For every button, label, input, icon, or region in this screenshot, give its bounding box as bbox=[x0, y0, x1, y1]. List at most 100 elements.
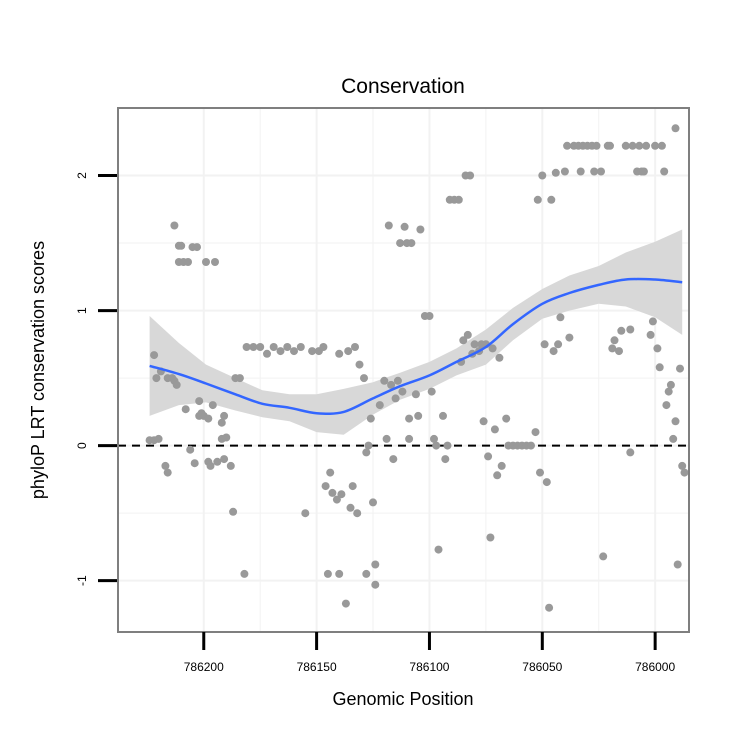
data-point bbox=[538, 171, 547, 180]
data-point bbox=[150, 351, 159, 360]
data-point bbox=[195, 397, 204, 406]
data-point bbox=[653, 344, 662, 353]
panel-border bbox=[117, 107, 690, 633]
data-point bbox=[332, 495, 341, 504]
y-tick-label: 1 bbox=[75, 307, 89, 314]
data-point bbox=[639, 167, 648, 176]
data-point bbox=[375, 401, 384, 410]
x-tick-label: 786200 bbox=[184, 660, 224, 674]
data-point bbox=[301, 509, 310, 518]
data-point bbox=[308, 347, 317, 356]
data-point bbox=[533, 195, 542, 204]
x-tick-label: 786150 bbox=[297, 660, 337, 674]
data-point bbox=[193, 243, 201, 252]
scatter-points bbox=[145, 124, 689, 612]
data-point bbox=[615, 347, 623, 356]
data-point bbox=[626, 448, 635, 457]
data-point bbox=[673, 560, 682, 569]
data-point bbox=[170, 221, 179, 230]
data-point bbox=[502, 414, 511, 423]
x-tick-label: 786100 bbox=[409, 660, 449, 674]
data-point bbox=[362, 569, 371, 578]
data-point bbox=[335, 349, 344, 358]
data-point bbox=[660, 167, 669, 176]
data-point bbox=[355, 360, 364, 369]
data-point bbox=[459, 336, 468, 345]
data-point bbox=[678, 461, 687, 470]
data-point bbox=[565, 333, 574, 342]
data-point bbox=[400, 222, 409, 231]
data-point bbox=[434, 545, 443, 554]
data-point bbox=[427, 387, 436, 396]
data-point bbox=[184, 258, 192, 266]
data-point bbox=[488, 344, 497, 353]
data-point bbox=[206, 461, 215, 470]
data-point bbox=[382, 434, 391, 443]
data-point bbox=[642, 141, 651, 150]
data-point bbox=[646, 330, 655, 339]
data-point bbox=[353, 509, 362, 518]
data-point bbox=[389, 455, 398, 464]
data-point bbox=[493, 471, 502, 480]
data-point bbox=[172, 380, 181, 389]
data-point bbox=[545, 603, 554, 612]
data-point bbox=[606, 141, 614, 150]
data-point bbox=[655, 363, 664, 372]
data-point bbox=[671, 124, 680, 133]
data-point bbox=[479, 417, 488, 426]
data-point bbox=[676, 364, 684, 373]
data-point bbox=[337, 490, 346, 499]
data-point bbox=[371, 560, 380, 569]
x-tick-label: 786050 bbox=[522, 660, 562, 674]
data-point bbox=[360, 374, 368, 383]
x-axis-title: Genomic Position bbox=[332, 689, 473, 709]
data-point bbox=[364, 441, 373, 450]
data-point bbox=[563, 141, 572, 150]
data-point bbox=[351, 343, 359, 351]
data-point bbox=[669, 434, 678, 443]
data-point bbox=[531, 428, 540, 437]
data-point bbox=[371, 580, 380, 589]
data-point bbox=[430, 434, 438, 443]
data-point bbox=[497, 461, 506, 470]
data-point bbox=[366, 414, 375, 423]
data-point bbox=[648, 317, 657, 326]
data-point bbox=[486, 533, 495, 542]
data-point bbox=[542, 478, 551, 487]
data-point bbox=[152, 374, 161, 383]
data-point bbox=[495, 353, 504, 362]
data-point bbox=[554, 340, 563, 349]
data-point bbox=[161, 461, 170, 470]
data-point bbox=[276, 347, 285, 356]
data-point bbox=[190, 459, 199, 468]
data-point bbox=[425, 312, 434, 320]
data-point bbox=[590, 167, 599, 176]
data-point bbox=[556, 313, 565, 322]
data-point bbox=[226, 461, 235, 470]
data-point bbox=[414, 411, 423, 420]
data-point bbox=[405, 414, 414, 423]
data-point bbox=[416, 225, 425, 234]
data-point bbox=[443, 441, 452, 450]
data-point bbox=[263, 349, 271, 358]
data-point bbox=[671, 417, 680, 426]
data-point bbox=[319, 343, 328, 351]
data-point bbox=[560, 167, 569, 176]
data-point bbox=[391, 394, 400, 403]
data-point bbox=[323, 569, 332, 578]
data-point bbox=[662, 401, 671, 410]
data-point bbox=[290, 347, 298, 356]
data-point bbox=[240, 569, 249, 578]
data-point bbox=[621, 141, 630, 150]
data-point bbox=[220, 455, 229, 464]
data-point bbox=[628, 141, 637, 150]
data-point bbox=[454, 195, 463, 204]
data-point bbox=[202, 258, 210, 266]
data-point bbox=[326, 468, 335, 477]
data-point bbox=[186, 445, 195, 454]
data-point bbox=[680, 468, 689, 477]
data-point bbox=[242, 343, 251, 351]
data-point bbox=[211, 258, 219, 266]
